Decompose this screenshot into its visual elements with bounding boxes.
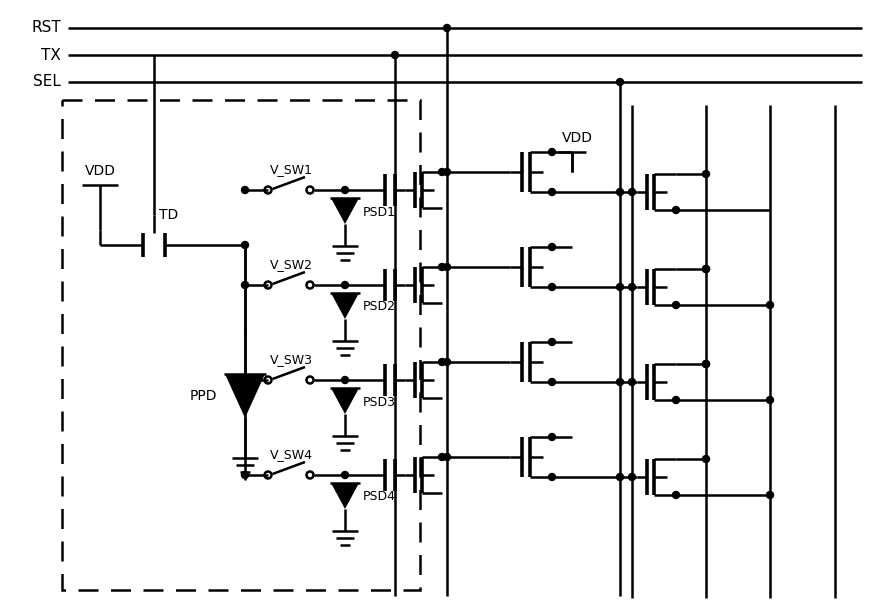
Text: TD: TD — [159, 208, 178, 222]
Text: V_SW3: V_SW3 — [270, 353, 313, 367]
Circle shape — [766, 302, 773, 308]
Circle shape — [342, 376, 349, 384]
Text: PSD1: PSD1 — [363, 205, 396, 219]
Circle shape — [549, 433, 556, 441]
Circle shape — [616, 79, 623, 85]
Polygon shape — [331, 198, 359, 224]
Text: VDD: VDD — [561, 131, 593, 145]
Circle shape — [439, 359, 446, 365]
Text: PPD: PPD — [190, 389, 217, 403]
Circle shape — [616, 379, 623, 385]
Circle shape — [549, 473, 556, 481]
Circle shape — [443, 359, 450, 365]
Text: TX: TX — [41, 47, 61, 62]
Circle shape — [443, 24, 450, 32]
Circle shape — [672, 396, 679, 404]
Circle shape — [439, 264, 446, 270]
Circle shape — [241, 242, 248, 248]
Circle shape — [549, 379, 556, 385]
Circle shape — [342, 187, 349, 193]
Circle shape — [443, 168, 450, 176]
Text: SEL: SEL — [33, 75, 61, 90]
Circle shape — [672, 207, 679, 213]
Text: PSD3: PSD3 — [363, 396, 396, 408]
Text: V_SW2: V_SW2 — [270, 259, 313, 271]
Circle shape — [241, 376, 248, 384]
Circle shape — [628, 284, 635, 290]
Circle shape — [703, 361, 710, 367]
Circle shape — [549, 284, 556, 290]
Circle shape — [443, 453, 450, 461]
Circle shape — [628, 188, 635, 196]
Text: V_SW4: V_SW4 — [270, 448, 313, 462]
Circle shape — [628, 379, 635, 385]
Text: V_SW1: V_SW1 — [270, 164, 313, 176]
Circle shape — [549, 244, 556, 250]
Circle shape — [392, 52, 399, 59]
Polygon shape — [331, 293, 359, 319]
Circle shape — [703, 265, 710, 273]
Text: PSD4: PSD4 — [363, 490, 396, 504]
Circle shape — [766, 491, 773, 499]
Polygon shape — [225, 374, 265, 418]
Polygon shape — [331, 483, 359, 509]
Circle shape — [241, 282, 248, 288]
Circle shape — [549, 188, 556, 196]
Circle shape — [766, 396, 773, 404]
Circle shape — [672, 491, 679, 499]
Circle shape — [342, 471, 349, 479]
Text: VDD: VDD — [85, 164, 115, 178]
Circle shape — [443, 264, 450, 270]
Circle shape — [342, 282, 349, 288]
Circle shape — [549, 339, 556, 345]
Circle shape — [703, 265, 710, 273]
Circle shape — [616, 284, 623, 290]
Circle shape — [703, 456, 710, 462]
Text: RST: RST — [31, 21, 61, 36]
Circle shape — [628, 473, 635, 481]
Circle shape — [703, 170, 710, 178]
Bar — [62, 100, 420, 590]
Circle shape — [672, 302, 679, 308]
Circle shape — [703, 361, 710, 367]
Circle shape — [616, 473, 623, 481]
Circle shape — [439, 453, 446, 461]
Circle shape — [241, 187, 248, 193]
Circle shape — [439, 168, 446, 176]
Circle shape — [549, 148, 556, 156]
Text: PSD2: PSD2 — [363, 301, 396, 313]
Polygon shape — [331, 388, 359, 414]
Circle shape — [616, 188, 623, 196]
Circle shape — [241, 471, 248, 479]
